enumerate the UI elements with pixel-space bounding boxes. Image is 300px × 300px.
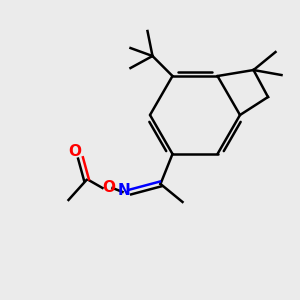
Text: O: O <box>68 145 81 160</box>
Text: O: O <box>102 181 115 196</box>
Text: N: N <box>118 184 131 199</box>
